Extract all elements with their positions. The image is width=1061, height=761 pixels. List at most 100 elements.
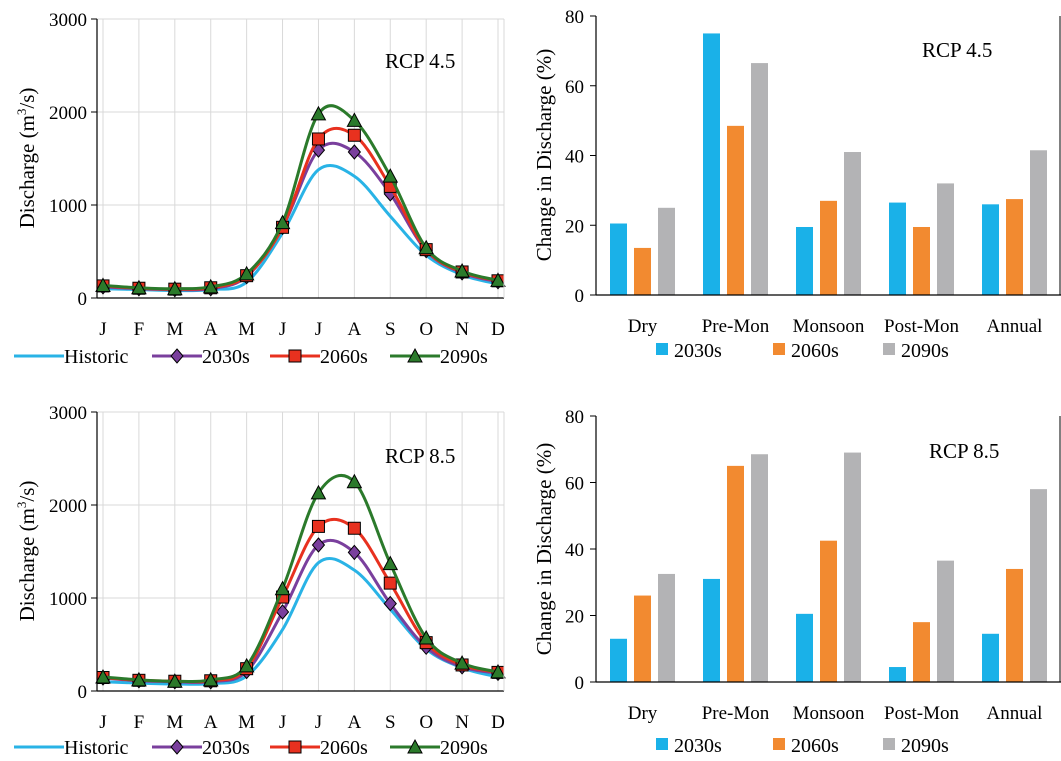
legend-label-2060s: 2060s <box>320 346 368 368</box>
bar-2060s-Dry <box>634 595 651 682</box>
data-point-2030s-A <box>347 144 362 160</box>
legend-label-2030s: 2030s <box>202 346 250 368</box>
data-point-2090s-J <box>274 580 291 596</box>
x-tick-label: S <box>385 319 396 340</box>
y-tick-label: 2000 <box>49 103 87 124</box>
bar-2090s-Dry <box>658 207 675 295</box>
x-tick-label: M <box>166 319 183 340</box>
x-tick-label: M <box>166 712 183 733</box>
bar-2030s-Annual <box>982 204 999 295</box>
data-point-2030s-J <box>275 604 290 620</box>
bar-2060s-Annual <box>1006 199 1023 295</box>
data-point-2090s-M <box>166 280 183 296</box>
data-point-2090s-A <box>202 671 219 687</box>
bar-2090s-Pre-Mon <box>751 454 768 682</box>
x-tick-label: Annual <box>987 703 1043 724</box>
y-tick-label: 2000 <box>49 496 87 517</box>
series-2090s <box>95 104 506 296</box>
series-line-2090s <box>102 473 499 683</box>
x-tick-label: D <box>491 319 505 340</box>
y-tick-label: 60 <box>565 474 584 495</box>
data-point-2090s-A <box>346 473 363 489</box>
x-tick-label: J <box>279 712 286 733</box>
data-point-2090s-J <box>95 668 111 684</box>
x-tick-label: Post-Mon <box>884 703 959 724</box>
legend-swatch-2090s <box>883 343 895 355</box>
legend-marker-2090s <box>407 738 423 754</box>
y-axis-label: Change in Discharge (%) <box>532 443 556 655</box>
bar-2060s-Monsoon <box>820 200 837 295</box>
data-point-2090s-A <box>202 278 219 294</box>
x-tick-label: N <box>455 319 469 340</box>
data-point-2030s-J <box>311 537 326 553</box>
x-tick-label: D <box>491 712 505 733</box>
y-tick-label: 1000 <box>49 589 87 610</box>
legend-label-2030s: 2030s <box>674 735 722 757</box>
series-2060s <box>96 126 505 296</box>
data-point-2090s-M <box>166 673 183 688</box>
legend-label-2060s: 2060s <box>791 735 839 757</box>
data-point-2090s-J <box>274 214 291 230</box>
y-axis-label: Discharge (m3/s) <box>14 88 39 229</box>
x-tick-label: J <box>99 319 106 340</box>
bar-2060s-Dry <box>634 247 651 295</box>
data-point-2090s-J <box>310 105 327 121</box>
series-2090s <box>95 473 506 688</box>
bar-2090s-Annual <box>1030 150 1047 295</box>
bar-2060s-Post-Mon <box>913 622 930 682</box>
x-tick-label: Dry <box>628 703 658 724</box>
legend-marker-2090s <box>407 347 423 363</box>
bar-2030s-Monsoon <box>796 613 813 682</box>
x-tick-label: A <box>204 712 218 733</box>
data-point-2090s-A <box>346 112 363 127</box>
x-tick-label: J <box>99 712 106 733</box>
x-tick-label: A <box>347 712 361 733</box>
data-point-2060s-J <box>311 519 325 533</box>
legend-label-2060s: 2060s <box>791 340 839 362</box>
series-2060s <box>96 517 505 688</box>
data-point-2090s-N <box>454 655 470 670</box>
scenario-annotation: RCP 8.5 <box>929 439 999 463</box>
data-point-2060s-A <box>347 521 361 535</box>
y-tick-label: 1000 <box>49 196 87 217</box>
bar-2090s-Annual <box>1030 489 1047 682</box>
legend-swatch-2060s <box>773 738 785 750</box>
legend-label-2090s: 2090s <box>901 340 949 362</box>
legend-marker-2060s <box>288 740 302 754</box>
legend-label-2030s: 2030s <box>674 340 722 362</box>
x-tick-label: Monsoon <box>793 316 865 337</box>
legend-label-2090s: 2090s <box>440 737 488 759</box>
data-point-2090s-F <box>131 671 147 687</box>
x-tick-label: S <box>385 712 396 733</box>
data-point-2090s-M <box>238 265 255 281</box>
legend-label-2090s: 2090s <box>901 735 949 757</box>
bar-2090s-Dry <box>658 573 675 682</box>
chart-panel-4: Dry Pre-Mon Monsoon Post-Mon Annual 0 20 40 60 80… <box>532 407 1061 757</box>
data-point-2090s-J <box>310 484 327 500</box>
legend-swatch-2060s <box>773 343 785 355</box>
data-point-2090s-D <box>490 663 506 679</box>
legend: Historic 2030s 2060s 2090s <box>14 737 488 759</box>
scenario-annotation: RCP 4.5 <box>922 38 992 62</box>
data-point-2090s-F <box>131 279 147 295</box>
scenario-annotation: RCP 4.5 <box>385 49 455 73</box>
bar-2090s-Monsoon <box>844 452 861 682</box>
legend-marker-2030s <box>170 739 184 755</box>
y-axis-label: Discharge (m3/s) <box>14 481 39 622</box>
data-point-2030s-A <box>347 544 362 561</box>
bar-2030s-Post-Mon <box>889 202 906 295</box>
y-tick-label: 40 <box>565 540 584 561</box>
y-tick-label: 80 <box>565 407 584 428</box>
data-point-2090s-O <box>418 239 435 255</box>
axes: 0 20 40 60 80 <box>565 407 1061 694</box>
x-tick-label: M <box>238 712 255 733</box>
legend-label-Historic: Historic <box>64 737 129 759</box>
legend: 2030s 2060s 2090s <box>656 735 949 757</box>
data-point-2090s-S <box>382 555 399 571</box>
x-tick-label: Annual <box>987 316 1043 337</box>
x-tick-label: F <box>134 319 145 340</box>
series-line-2030s <box>102 538 499 684</box>
legend-swatch-2030s <box>656 343 668 355</box>
data-point-2030s-S <box>383 595 397 612</box>
